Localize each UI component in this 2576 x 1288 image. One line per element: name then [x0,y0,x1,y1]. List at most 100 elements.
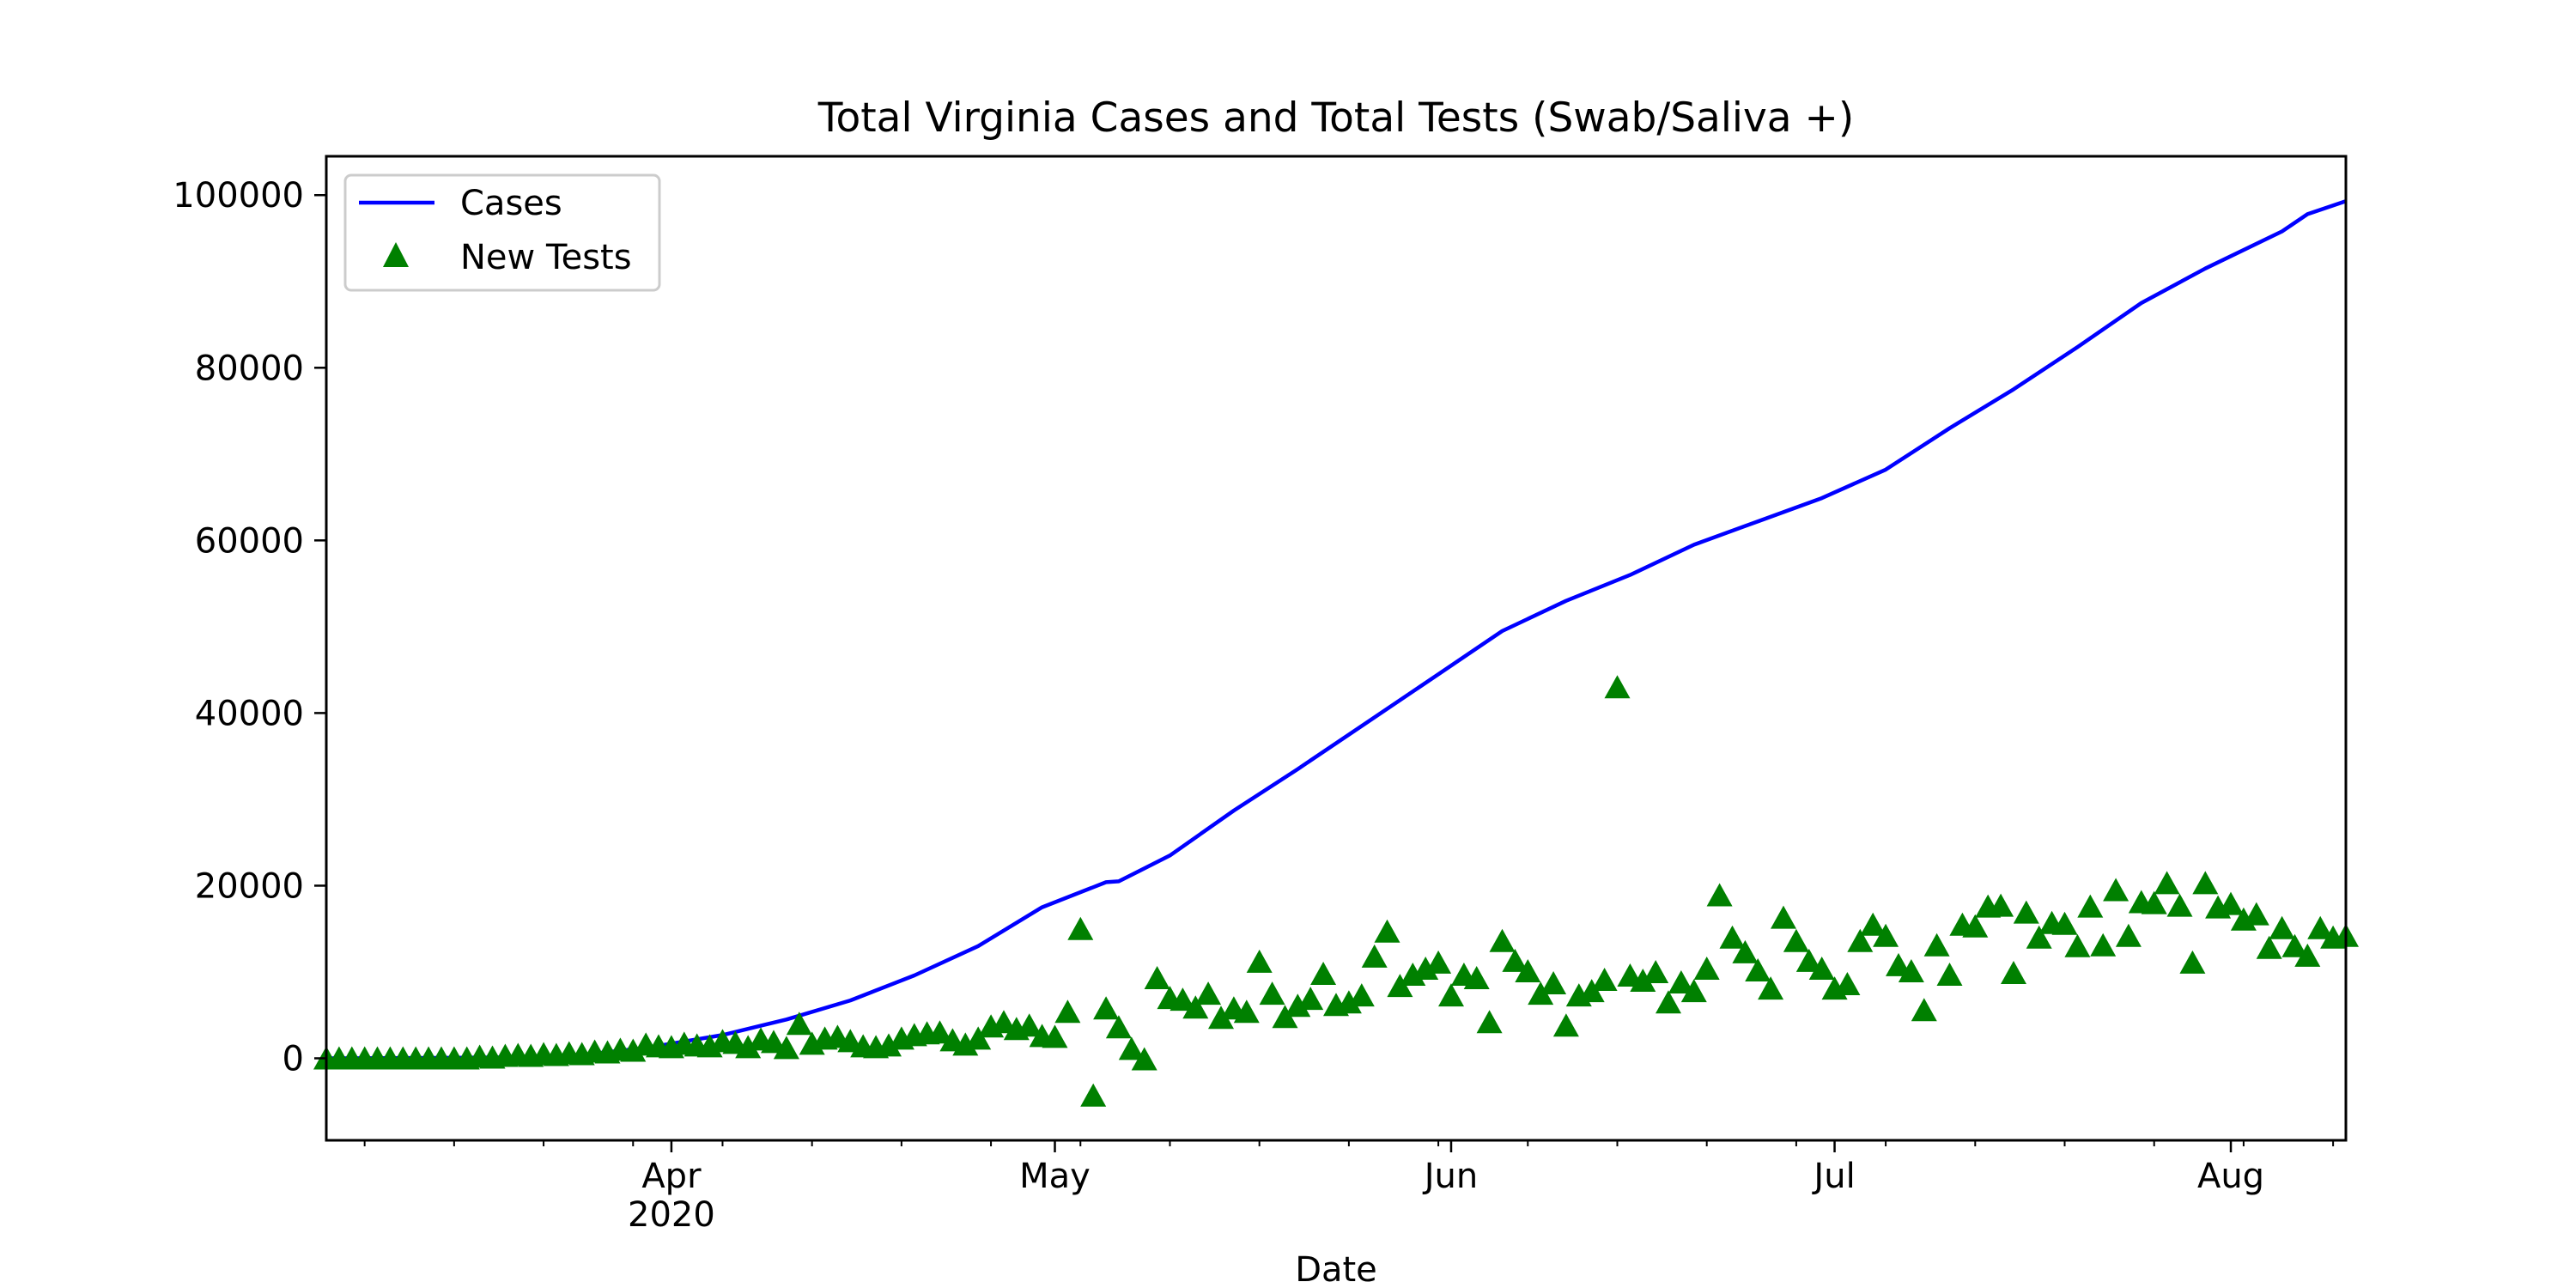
new-tests-point [1335,990,1362,1014]
new-tests-point [1361,944,1388,968]
new-tests-point [2103,878,2129,902]
new-tests-point [1732,939,1759,963]
y-tick-label: 20000 [195,866,304,906]
new-tests-point [1988,893,2014,917]
new-tests-point [991,1010,1017,1034]
new-tests-point [1118,1036,1145,1060]
new-tests-point [1552,1013,1579,1037]
new-tests-point [620,1038,647,1062]
new-tests-point [2077,894,2104,918]
new-tests-point [1834,972,1861,995]
new-tests-point [2154,871,2180,895]
new-tests-point [1425,950,1452,974]
new-tests-point [1080,1083,1107,1107]
plot-area [313,199,2359,1107]
new-tests-point [1233,999,1260,1024]
x-tick-label: Apr [641,1157,702,1196]
y-tick-label: 60000 [195,521,304,561]
new-tests-point [735,1035,762,1059]
new-tests-point [1668,970,1694,993]
new-tests-point [1693,957,1720,980]
new-tests-point [1923,933,1950,957]
new-tests-point [1936,963,1963,986]
new-tests-point [1578,979,1605,1003]
new-tests-point [2192,871,2219,895]
new-tests-point [2256,935,2282,959]
new-tests-point [1873,923,1899,947]
new-tests-point [1745,958,1771,981]
new-tests-point [1285,993,1311,1018]
new-tests-point [1476,1010,1503,1034]
new-tests-point [2090,933,2117,957]
new-tests-point [1643,960,1669,983]
new-tests-point [2051,911,2078,935]
new-tests-point [1054,999,1081,1024]
new-tests-point [952,1032,979,1056]
new-tests-point [1067,916,1094,940]
new-tests-point [1413,957,1439,980]
new-tests-point [2294,943,2321,967]
new-tests-point [1771,905,1796,929]
new-tests-point [1093,996,1120,1020]
new-tests-point [1438,983,1464,1007]
new-tests-point [1898,959,1924,982]
new-tests-point [965,1026,992,1050]
new-tests-point [2281,933,2308,957]
new-tests-point [773,1036,799,1060]
x-tick-label: Jul [1811,1157,1855,1196]
y-tick-label: 80000 [195,349,304,388]
new-tests-point [1847,928,1874,952]
new-tests-point [1170,987,1196,1012]
new-tests-point [1374,919,1400,943]
new-tests-point [1604,675,1631,699]
new-tests-point [2307,915,2334,939]
new-tests-point [2243,902,2269,926]
x-tick-label: May [1019,1157,1091,1196]
new-tests-point [761,1030,787,1054]
chart-title: Total Virginia Cases and Total Tests (Sw… [817,94,1854,142]
new-tests-point [1105,1015,1132,1039]
new-tests-point [1387,974,1413,998]
new-tests-point [1246,949,1273,973]
new-tests-point [1911,998,1937,1022]
x-tick-label: Jun [1422,1157,1479,1196]
new-tests-point [1463,966,1490,989]
new-tests-point [1680,979,1707,1003]
new-tests-point [1808,957,1835,980]
new-tests-point [1540,971,1567,994]
new-tests-point [1297,987,1324,1011]
new-tests-point [2218,891,2244,915]
x-tick-sublabel: 2020 [628,1195,715,1235]
new-tests-point [1016,1013,1042,1037]
new-tests-point [2179,950,2206,974]
new-tests-point [1758,976,1784,1000]
new-tests-point [1860,912,1886,936]
new-tests-point [1208,1005,1234,1030]
legend: Cases New Tests [343,173,661,292]
legend-cases-label: Cases [460,184,562,223]
new-tests-point [1886,952,1911,976]
new-tests-point [1656,990,1681,1014]
y-axis: 0 20000 40000 60000 80000 100000 [173,176,326,1079]
axes-frame [325,155,2348,1142]
new-tests-point [1962,914,1989,938]
new-tests-point [1515,959,1541,982]
new-tests-point [876,1033,902,1057]
new-tests-point [1591,968,1618,991]
new-tests-point [927,1020,953,1044]
legend-new-tests-label: New Tests [460,238,632,277]
new-tests-point [2166,893,2193,917]
new-tests-point [1042,1024,1068,1048]
new-tests-point [1783,928,1809,952]
new-tests-point [1795,948,1822,972]
new-tests-point [2269,915,2295,939]
new-tests-point [1348,983,1375,1007]
new-tests-point [2064,933,2091,957]
new-tests-point [786,1012,812,1036]
x-axis-label: Date [1295,1250,1377,1288]
y-tick-label: 40000 [195,694,304,733]
new-tests-point [1719,925,1746,949]
y-tick-label: 0 [283,1040,304,1079]
